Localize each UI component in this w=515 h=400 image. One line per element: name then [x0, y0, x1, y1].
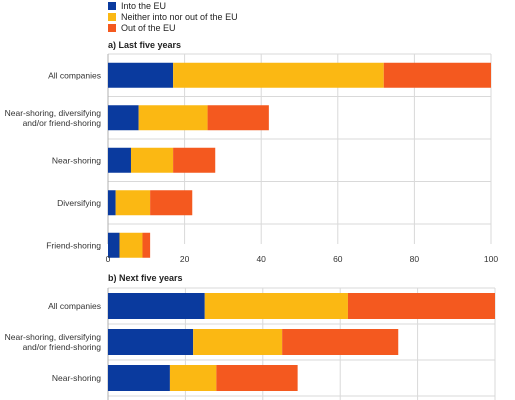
bar-out-of-the-eu-near-shoring-diversifying-and-or-friend-shoring	[207, 105, 269, 131]
category-label: Near-shoring	[52, 373, 101, 383]
bar-neither-into-nor-out-of-the-eu-all-companies	[204, 293, 348, 319]
panel-title: b) Next five years	[108, 273, 183, 283]
chart-panel-next-five-years: b) Next five years All companies Near-shor…	[5, 273, 496, 400]
bar-out-of-the-eu-near-shoring	[216, 365, 298, 391]
legend-swatch-into-eu	[108, 1, 116, 10]
bar-into-the-eu-near-shoring	[108, 365, 170, 391]
bar-neither-into-nor-out-of-the-eu-friend-shoring	[119, 232, 143, 258]
panel-title: a) Last five years	[108, 40, 181, 50]
bar-neither-into-nor-out-of-the-eu-all-companies	[173, 62, 384, 88]
bar-neither-into-nor-out-of-the-eu-near-shoring	[169, 365, 217, 391]
category-label: Near-shoring, diversifying and/or friend-…	[5, 108, 102, 128]
bar-out-of-the-eu-all-companies	[383, 62, 491, 88]
chart-panel-last-five-years: a) Last five years All companies Near-shor…	[5, 40, 499, 264]
category-label: Near-shoring	[52, 155, 101, 165]
category-label: Friend-shoring	[46, 240, 101, 250]
bar-out-of-the-eu-near-shoring-diversifying-and-or-friend-shoring	[282, 329, 399, 355]
category-label: All companies	[48, 301, 101, 311]
legend-item-neither: Neither into nor out of the EU	[108, 12, 238, 23]
bar-out-of-the-eu-friend-shoring	[142, 232, 151, 258]
x-tick-label: 0	[106, 254, 111, 264]
bar-into-the-eu-near-shoring-diversifying-and-or-friend-shoring	[108, 105, 139, 131]
bar-into-the-eu-all-companies	[108, 293, 205, 319]
legend-label-neither: Neither into nor out of the EU	[121, 12, 238, 22]
bar-neither-into-nor-out-of-the-eu-near-shoring-diversifying-and-or-friend-shoring	[138, 105, 208, 131]
x-tick-label: 60	[333, 254, 343, 264]
legend-item-out-of-eu: Out of the EU	[108, 23, 176, 34]
bar-out-of-the-eu-diversifying	[150, 190, 193, 216]
bar-out-of-the-eu-all-companies	[347, 293, 495, 319]
bar-neither-into-nor-out-of-the-eu-near-shoring-diversifying-and-or-friend-shoring	[193, 329, 283, 355]
category-label: Diversifying	[57, 198, 101, 208]
legend-label-out-of-eu: Out of the EU	[121, 23, 176, 33]
legend-swatch-out-of-eu	[108, 23, 116, 32]
bar-into-the-eu-near-shoring	[108, 147, 131, 173]
legend-label-into-eu: Into the EU	[121, 1, 167, 11]
bar-into-the-eu-near-shoring-diversifying-and-or-friend-shoring	[108, 329, 194, 355]
bar-into-the-eu-friend-shoring	[108, 232, 120, 258]
x-tick-label: 20	[180, 254, 190, 264]
bar-neither-into-nor-out-of-the-eu-diversifying	[115, 190, 151, 216]
category-label: All companies	[48, 70, 101, 80]
bar-neither-into-nor-out-of-the-eu-near-shoring	[130, 147, 174, 173]
x-tick-label: 100	[484, 254, 498, 264]
bar-out-of-the-eu-near-shoring	[173, 147, 216, 173]
legend-swatch-neither	[108, 12, 116, 21]
bar-into-the-eu-diversifying	[108, 190, 116, 216]
category-label: Near-shoring, diversifying and/or friend-…	[5, 332, 102, 352]
x-tick-label: 40	[256, 254, 266, 264]
bar-into-the-eu-all-companies	[108, 62, 174, 88]
x-tick-label: 80	[410, 254, 420, 264]
legend-item-into-eu: Into the EU	[108, 1, 166, 12]
